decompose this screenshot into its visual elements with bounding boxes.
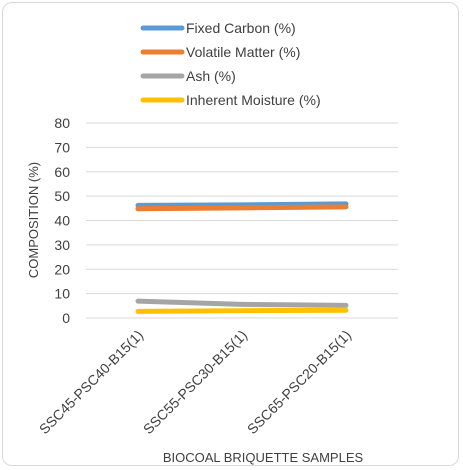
series-lines: [135, 201, 349, 314]
y-tick-label: 30: [54, 237, 70, 253]
x-tick-label: SSC45-PSC40-B15(1): [36, 327, 146, 437]
chart-frame: [2, 2, 459, 466]
y-tick-label: 60: [54, 164, 70, 180]
y-tick-label: 70: [54, 139, 70, 155]
legend-entry: Fixed Carbon (%): [186, 20, 296, 36]
y-tick-label: 10: [54, 286, 70, 302]
series-line-2: [135, 298, 349, 308]
y-tick-label: 80: [54, 115, 70, 131]
y-tick-label: 40: [54, 213, 70, 229]
legend: Fixed Carbon (%) Volatile Matter (%) Ash (…: [140, 20, 321, 108]
y-tick-label: 0: [62, 310, 70, 326]
series-line-3: [135, 307, 349, 314]
x-tick-label: SSC55-PSC30-B15(1): [140, 327, 250, 437]
y-axis-title: COMPOSITION (%): [26, 162, 41, 278]
y-tick-label: 50: [54, 188, 70, 204]
y-axis-ticks: 0 10 20 30 40 50 60 70 80: [54, 115, 70, 326]
series-line-0: [135, 201, 349, 208]
x-tick-label: SSC65-PSC20-B15(1): [244, 327, 354, 437]
y-tick-label: 20: [54, 261, 70, 277]
series-line-1: [135, 204, 349, 212]
x-axis-title: BIOCOAL BRIQUETTE SAMPLES: [163, 450, 364, 465]
legend-entry: Volatile Matter (%): [186, 44, 300, 60]
legend-entry: Inherent Moisture (%): [186, 92, 321, 108]
gridlines: [86, 122, 398, 319]
legend-entry: Ash (%): [186, 68, 236, 84]
x-axis-ticks: SSC45-PSC40-B15(1)SSC55-PSC30-B15(1)SSC6…: [36, 327, 354, 437]
